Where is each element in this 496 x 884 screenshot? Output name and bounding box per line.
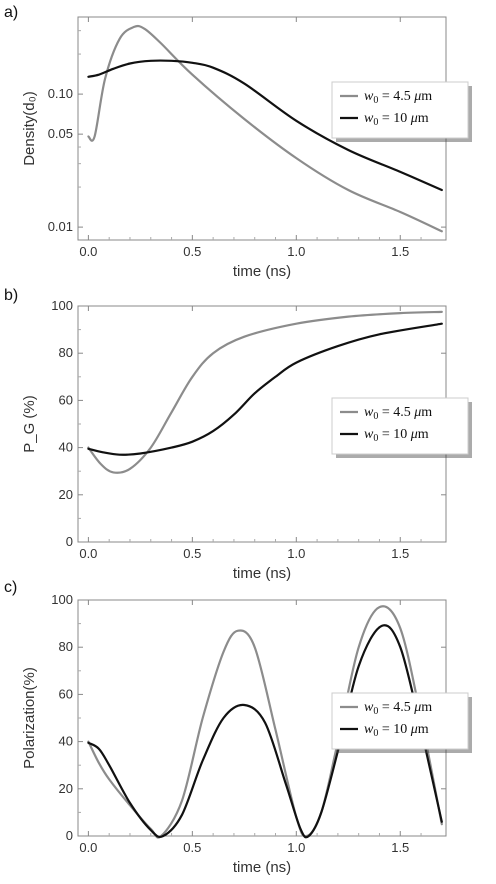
legend-entry-2: w0 = 10 μm (364, 427, 429, 444)
legend-symbol: w (364, 427, 374, 442)
panel-label: a) (4, 4, 18, 21)
legend-value: = 10 (378, 427, 410, 442)
legend-value: = 10 (378, 722, 410, 737)
y-tick-label: 40 (59, 440, 73, 455)
x-tick-label: 1.5 (391, 546, 409, 561)
legend-symbol: w (364, 89, 374, 104)
y-tick-label: 0.10 (48, 86, 73, 101)
x-tick-label: 1.5 (391, 840, 409, 855)
series-line-1 (87, 24, 443, 233)
x-tick-label: 1.0 (287, 840, 305, 855)
y-tick-label: 0.01 (48, 219, 73, 234)
legend-symbol: w (364, 700, 374, 715)
x-tick-label: 1.0 (287, 546, 305, 561)
legend-mu: μ (410, 111, 418, 126)
legend-subscript: 0 (373, 411, 378, 422)
legend-subscript: 0 (373, 433, 378, 444)
panel-label: b) (4, 287, 18, 304)
y-tick-label: 60 (59, 686, 73, 701)
legend-entry-2: w0 = 10 μm (364, 111, 429, 128)
legend-mu: μ (413, 700, 421, 715)
y-tick-label: 60 (59, 392, 73, 407)
y-tick-label: 80 (59, 639, 73, 654)
x-tick-label: 0.5 (183, 546, 201, 561)
panel-label: c) (4, 579, 17, 596)
y-tick-label: 20 (59, 487, 73, 502)
x-axis-label: time (ns) (233, 263, 291, 280)
legend-symbol: w (364, 722, 374, 737)
legend-value: = 4.5 (378, 700, 414, 715)
y-tick-label: 80 (59, 345, 73, 360)
series-line-1 (87, 310, 443, 474)
x-tick-label: 0.5 (183, 244, 201, 259)
chart-panel-3: c) 0.0 0.5 1.0 1.5 0 20 40 60 80 100 time (ns) Polar… (4, 579, 472, 876)
x-tick-label: 1.5 (391, 244, 409, 259)
legend-entry-1: w0 = 4.5 μm (364, 405, 432, 422)
y-tick-label: 40 (59, 734, 73, 749)
legend-subscript: 0 (373, 706, 378, 717)
x-tick-label: 0.5 (183, 840, 201, 855)
x-tick-label: 0.0 (79, 840, 97, 855)
y-tick-label: 0 (66, 534, 73, 549)
legend-unit: m (418, 427, 429, 442)
legend-unit: m (421, 89, 432, 104)
legend-value: = 4.5 (378, 405, 414, 420)
x-tick-label: 0.0 (79, 244, 97, 259)
legend-unit: m (418, 722, 429, 737)
legend-value: = 4.5 (378, 89, 414, 104)
legend-unit: m (418, 111, 429, 126)
legend-mu: μ (413, 89, 421, 104)
y-axis-label: Polarization(%) (21, 667, 38, 769)
legend-symbol: w (364, 405, 374, 420)
y-tick-label: 100 (51, 592, 73, 607)
legend-entry-1: w0 = 4.5 μm (364, 700, 432, 717)
legend-subscript: 0 (373, 95, 378, 106)
y-tick-label: 0.05 (48, 126, 73, 141)
legend-symbol: w (364, 111, 374, 126)
legend-box (331, 81, 469, 139)
series-line-2 (87, 59, 443, 192)
x-tick-label: 0.0 (79, 546, 97, 561)
x-axis-label: time (ns) (233, 859, 291, 876)
legend-unit: m (421, 700, 432, 715)
series-line-2 (87, 624, 443, 839)
chart-panel-1: a) 0.0 0.5 1.0 1.5 0.01 0.05 0.10 time (ns) Densi… (4, 4, 472, 280)
legend-entry-1: w0 = 4.5 μm (364, 89, 432, 106)
legend-value: = 10 (378, 111, 410, 126)
legend-box (331, 692, 469, 750)
legend-mu: μ (410, 722, 418, 737)
y-tick-label: 20 (59, 781, 73, 796)
x-tick-label: 1.0 (287, 244, 305, 259)
legend-box (331, 397, 469, 455)
y-tick-label: 100 (51, 298, 73, 313)
y-tick-label: 0 (66, 828, 73, 843)
legend-subscript: 0 (373, 728, 378, 739)
legend-mu: μ (410, 427, 418, 442)
legend-entry-2: w0 = 10 μm (364, 722, 429, 739)
y-axis-label: P_G (%) (21, 395, 38, 453)
y-axis-label: Density(d₀) (21, 91, 38, 166)
x-axis-label: time (ns) (233, 565, 291, 582)
legend-unit: m (421, 405, 432, 420)
chart-panel-2: b) 0.0 0.5 1.0 1.5 0 20 40 60 80 100 time (ns) P_G (… (4, 287, 472, 582)
legend-subscript: 0 (373, 117, 378, 128)
series-line-2 (87, 322, 443, 456)
legend-mu: μ (413, 405, 421, 420)
